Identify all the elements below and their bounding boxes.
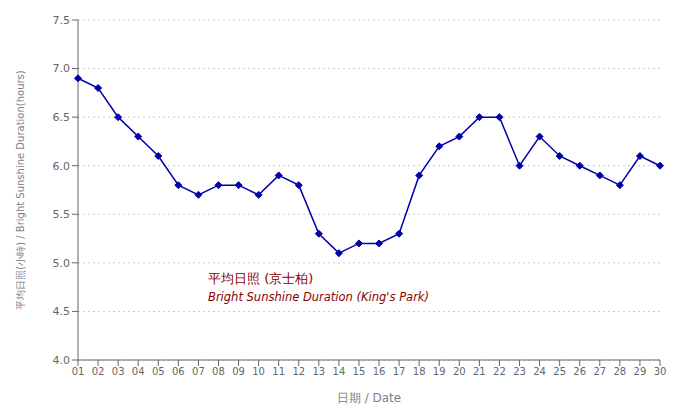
svg-text:4.5: 4.5 (53, 305, 71, 318)
svg-text:14: 14 (333, 366, 346, 377)
svg-text:03: 03 (112, 366, 125, 377)
svg-text:01: 01 (72, 366, 85, 377)
svg-text:平均日照(小時) / Bright Sunshine Dur: 平均日照(小時) / Bright Sunshine Duration(hour… (15, 70, 26, 310)
svg-text:27: 27 (593, 366, 606, 377)
svg-text:09: 09 (232, 366, 245, 377)
svg-text:23: 23 (513, 366, 526, 377)
svg-text:17: 17 (393, 366, 406, 377)
svg-text:07: 07 (192, 366, 205, 377)
svg-text:26: 26 (573, 366, 586, 377)
svg-text:02: 02 (92, 366, 105, 377)
svg-text:6.5: 6.5 (53, 111, 71, 124)
svg-text:21: 21 (473, 366, 486, 377)
svg-text:24: 24 (533, 366, 546, 377)
svg-text:20: 20 (453, 366, 466, 377)
svg-text:4.0: 4.0 (53, 354, 71, 367)
svg-text:12: 12 (292, 366, 305, 377)
svg-text:日期 / Date: 日期 / Date (337, 391, 401, 405)
svg-text:25: 25 (553, 366, 566, 377)
svg-text:6.0: 6.0 (53, 160, 71, 173)
svg-text:29: 29 (634, 366, 647, 377)
svg-text:7.0: 7.0 (53, 62, 71, 75)
svg-text:05: 05 (152, 366, 165, 377)
svg-text:15: 15 (353, 366, 366, 377)
svg-text:5.0: 5.0 (53, 257, 71, 270)
svg-text:30: 30 (654, 366, 667, 377)
svg-text:06: 06 (172, 366, 185, 377)
html-text:Bright Sunshine Duration (King: Bright Sunshine Duration (King's Park) (208, 290, 429, 304)
svg-text:22: 22 (493, 366, 506, 377)
svg-text:10: 10 (252, 366, 265, 377)
svg-text:5.5: 5.5 (53, 208, 71, 221)
svg-text:7.5: 7.5 (53, 14, 71, 27)
html-text:平均日照 (京士柏): 平均日照 (京士柏) (208, 271, 314, 286)
svg-text:13: 13 (312, 366, 325, 377)
svg-text:19: 19 (433, 366, 446, 377)
svg-text:16: 16 (373, 366, 386, 377)
svg-text:11: 11 (272, 366, 285, 377)
svg-text:04: 04 (132, 366, 145, 377)
svg-text:18: 18 (413, 366, 426, 377)
svg-text:08: 08 (212, 366, 225, 377)
svg-text:28: 28 (613, 366, 626, 377)
